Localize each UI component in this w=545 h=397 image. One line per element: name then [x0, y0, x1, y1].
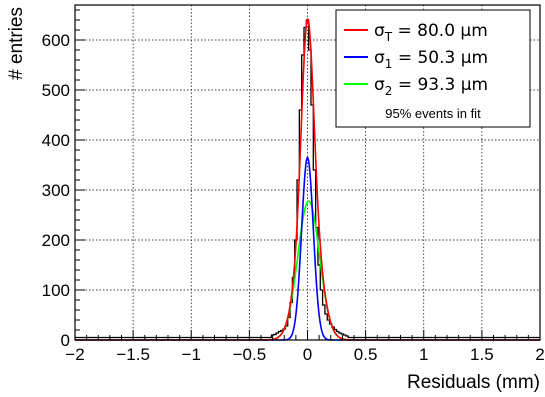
- grid-layer: [75, 5, 540, 340]
- x-tick-label: −1: [182, 345, 201, 364]
- y-tick-label: 300: [42, 181, 70, 200]
- x-tick-label: 0: [303, 345, 312, 364]
- y-tick-label: 200: [42, 231, 70, 250]
- ticks-layer: [74, 9, 541, 341]
- x-tick-label: 1: [419, 345, 428, 364]
- x-tick-label: −2: [65, 345, 84, 364]
- y-tick-label: 600: [42, 31, 70, 50]
- legend-note: 95% events in fit: [385, 106, 481, 121]
- x-tick-label: 1.5: [470, 345, 494, 364]
- legend-box: [335, 9, 531, 128]
- legend-entry-label: σ1 = 50.3 μm: [374, 48, 488, 71]
- legend-entry-label: σT = 80.0 μm: [374, 21, 488, 44]
- y-tick-label: 100: [42, 281, 70, 300]
- x-tick-label: −1.5: [116, 345, 150, 364]
- y-tick-label: 0: [61, 331, 70, 350]
- tick-labels-layer: −2 −1.5 −1 −0.5 0 0.5 1 1.5 2 0 100 200 300 400 500 600: [42, 31, 545, 364]
- x-tick-label: 0.5: [354, 345, 378, 364]
- y-tick-label: 500: [42, 81, 70, 100]
- legend: σT = 80.0 μm σ1 = 50.3 μm σ2 = 93.3 μm 95% …: [335, 9, 531, 128]
- legend-entry-label: σ2 = 93.3 μm: [374, 75, 488, 98]
- x-axis-label: Residuals (mm): [407, 372, 540, 393]
- y-axis-label: # entries: [6, 7, 27, 80]
- y-tick-label: 400: [42, 131, 70, 150]
- x-tick-label: 2: [535, 345, 544, 364]
- x-tick-label: −0.5: [233, 345, 267, 364]
